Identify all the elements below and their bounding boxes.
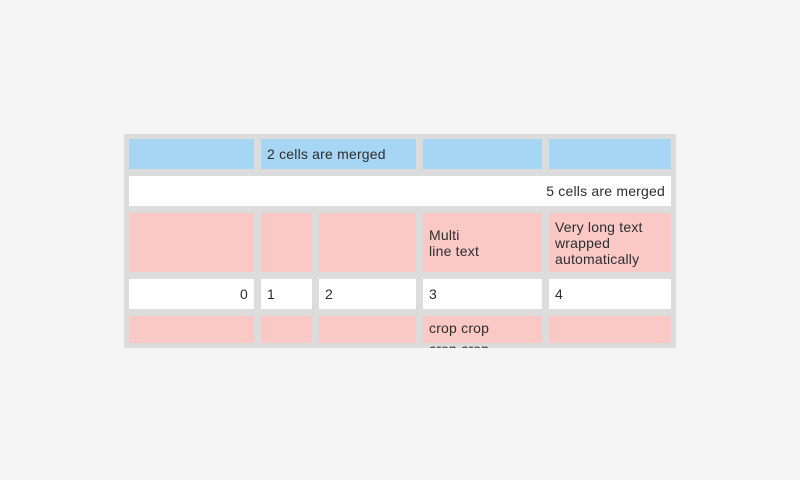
table-cell[interactable]: 0 — [129, 279, 254, 309]
table-cell[interactable]: 2 — [319, 279, 416, 309]
table-row: 5 cells are merged — [129, 176, 671, 206]
cropped-text: crop crop crop crop — [429, 320, 490, 348]
table-cell[interactable] — [129, 139, 254, 169]
table-cell[interactable] — [129, 213, 254, 272]
table-cell[interactable]: 1 — [261, 279, 312, 309]
table-row: 0 1 2 3 4 — [129, 279, 671, 309]
table-cell[interactable] — [261, 316, 312, 343]
table-cell[interactable] — [549, 316, 671, 343]
table-cell[interactable] — [549, 139, 671, 169]
multi-line-cell[interactable]: Multi line text — [423, 213, 542, 272]
table-cell[interactable] — [261, 213, 312, 272]
table-widget[interactable]: 2 cells are merged 5 cells are merged Mu… — [124, 134, 676, 348]
table-cell[interactable] — [423, 139, 542, 169]
table-row: crop crop crop crop — [129, 316, 671, 348]
table-cell[interactable] — [129, 316, 254, 343]
merged-cell-2cols[interactable]: 2 cells are merged — [261, 139, 416, 169]
table-cell[interactable]: 4 — [549, 279, 671, 309]
table-cell[interactable] — [319, 316, 416, 343]
merged-cell-5cols[interactable]: 5 cells are merged — [129, 176, 671, 206]
cropped-text-cell[interactable]: crop crop crop crop — [423, 316, 542, 348]
table-row: 2 cells are merged — [129, 139, 671, 169]
table-cell[interactable]: 3 — [423, 279, 542, 309]
wrapped-text-cell[interactable]: Very long text wrapped automatically — [549, 213, 671, 272]
table-row: Multi line text Very long text wrapped a… — [129, 213, 671, 272]
table-cell[interactable] — [319, 213, 416, 272]
